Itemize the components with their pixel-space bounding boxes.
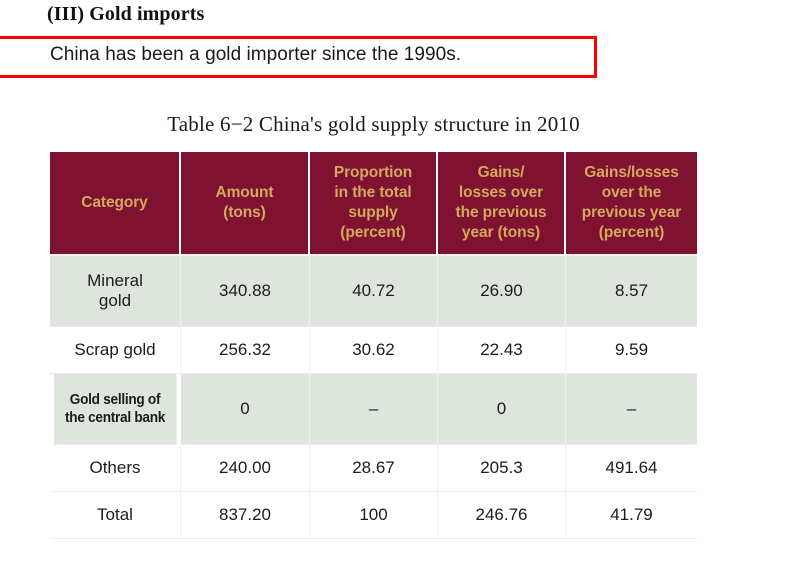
header-line: over the [601, 184, 662, 202]
cell-amount: 256.32 [181, 327, 310, 374]
cell-gains-losses-percent: 41.79 [566, 492, 697, 539]
cell-category: Mineral gold [50, 256, 181, 327]
column-header-gains-losses-tons: Gains/ losses over the previous year (to… [438, 152, 566, 256]
cell-gains-losses-percent: 9.59 [566, 327, 697, 374]
header-line: Gains/ [477, 164, 525, 182]
cell-proportion: 28.67 [310, 445, 438, 492]
table-row: Others 240.00 28.67 205.3 491.64 [50, 445, 697, 492]
highlight-annotation-box [0, 36, 597, 78]
table-row: Total 837.20 100 246.76 41.79 [50, 492, 697, 539]
header-line: supply [348, 204, 398, 221]
cell-amount: 240.00 [181, 445, 310, 492]
cell-category: Scrap gold [50, 327, 181, 374]
column-header-gains-losses-percent: Gains/losses over the previous year (per… [566, 152, 697, 256]
gold-supply-table: Category Amount (tons) Proportion in the… [50, 152, 697, 539]
cell-amount: 0 [181, 374, 310, 445]
header-line: Category [81, 194, 148, 212]
category-line: Gold selling of [69, 391, 161, 408]
category-line: Mineral [87, 270, 143, 290]
column-header-proportion: Proportion in the total supply (percent) [310, 152, 438, 256]
cell-gains-losses-tons: 205.3 [438, 445, 566, 492]
cell-category: Others [50, 445, 181, 492]
column-header-amount: Amount (tons) [181, 152, 310, 256]
header-line: Proportion [333, 164, 413, 182]
highlighted-sentence: China has been a gold importer since the… [50, 44, 462, 65]
header-line: Gains/losses [584, 164, 679, 182]
category-line: the central bank [65, 410, 166, 426]
cell-proportion: – [310, 374, 438, 445]
header-line: the previous [455, 204, 547, 221]
cell-gains-losses-tons: 26.90 [438, 256, 566, 327]
cell-gains-losses-percent: 8.57 [566, 256, 697, 327]
category-line: gold [98, 291, 132, 310]
column-header-category: Category [50, 152, 181, 256]
table-row: Mineral gold 340.88 40.72 26.90 8.57 [50, 256, 697, 327]
cell-category: Gold selling of the central bank [53, 374, 178, 445]
cell-amount: 837.20 [181, 492, 310, 539]
cell-gains-losses-percent: – [566, 374, 697, 445]
table-row: Gold selling of the central bank 0 – 0 – [50, 374, 697, 445]
header-line: in the total [334, 184, 412, 202]
header-line: losses over [458, 184, 544, 202]
cell-amount: 340.88 [181, 256, 310, 327]
cell-proportion: 100 [310, 492, 438, 539]
table-caption: Table 6−2 China's gold supply structure … [167, 112, 580, 136]
header-line: (percent) [598, 223, 665, 241]
cell-proportion: 40.72 [310, 256, 438, 327]
cell-gains-losses-tons: 22.43 [438, 327, 566, 374]
cell-gains-losses-tons: 0 [438, 374, 566, 445]
cell-proportion: 30.62 [310, 327, 438, 374]
cell-gains-losses-percent: 491.64 [566, 445, 697, 492]
cell-gains-losses-tons: 246.76 [438, 492, 566, 539]
table-row: Scrap gold 256.32 30.62 22.43 9.59 [50, 327, 697, 374]
section-heading: (III) Gold imports [47, 3, 205, 25]
header-line: (percent) [340, 223, 406, 241]
header-line: year (tons) [461, 223, 541, 241]
header-line: previous year [581, 204, 682, 221]
header-line: Amount [215, 184, 274, 202]
header-line: (tons) [223, 204, 266, 221]
cell-category: Total [50, 492, 181, 539]
table-header-row: Category Amount (tons) Proportion in the… [50, 152, 697, 256]
